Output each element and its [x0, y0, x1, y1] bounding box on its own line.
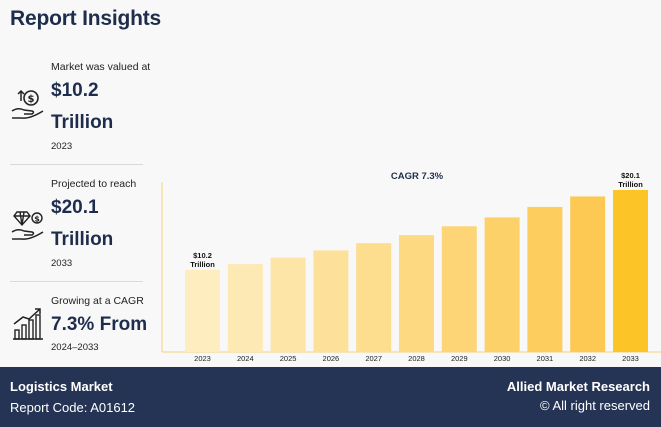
divider [10, 281, 143, 282]
divider [10, 164, 143, 165]
x-tick-label: 2032 [579, 354, 596, 363]
bar-2033 [613, 190, 648, 352]
stat-cagr: Growing at a CAGR 7.3% From 2024–2033 [10, 292, 147, 362]
market-bar-chart: CAGR 7.3% 2023 2024 2025 2026 2027 2028 2029 203… [161, 171, 661, 363]
x-tick-label: 2031 [537, 354, 554, 363]
data-label-unit: Trillion [190, 260, 215, 269]
bar-2030 [484, 217, 520, 352]
bar-2027 [356, 243, 392, 352]
stat-value-line1: $20.1 [51, 197, 99, 218]
stat-year: 2033 [51, 258, 73, 269]
svg-text:$: $ [34, 215, 40, 224]
stat-lead: Growing at a CAGR [51, 295, 144, 307]
data-label-value: $20.1 [621, 171, 640, 180]
stat-year: 2024–2033 [51, 342, 99, 353]
bar-2029 [441, 226, 477, 352]
bar-2025 [270, 257, 306, 352]
market-name: Logistics Market [10, 379, 113, 394]
stat-value-line2: Trillion [51, 112, 114, 133]
bar-2032 [570, 196, 606, 352]
x-tick-label: 2026 [323, 354, 340, 363]
x-tick-label: 2024 [237, 354, 254, 363]
x-tick-label: 2028 [408, 354, 425, 363]
bar-2023 [185, 269, 220, 352]
copyright: © All right reserved [539, 398, 650, 413]
diamond-hand-icon: $ [11, 211, 44, 240]
cagr-annotation: CAGR 7.3% [391, 171, 444, 182]
x-tick-label: 2027 [365, 354, 382, 363]
footer: Logistics Market Report Code: A01612 All… [0, 367, 661, 427]
bar-2031 [527, 206, 563, 352]
page-title: Report Insights [10, 7, 162, 30]
bar-2028 [399, 235, 434, 352]
stat-market-value: Market was valued at $ $10.2 Trillion 20… [10, 58, 150, 158]
stat-projected-value: Projected to reach $ $20.1 Trillion 2033 [10, 175, 143, 275]
stat-lead: Market was valued at [51, 61, 151, 73]
brand-name: Allied Market Research [506, 379, 650, 394]
growth-chart-icon [13, 308, 43, 340]
x-tick-label: 2023 [194, 354, 211, 363]
x-tick-label: 2033 [622, 354, 639, 363]
data-label-value: $10.2 [193, 251, 212, 260]
x-tick-label: 2025 [280, 354, 297, 363]
bar-2026 [313, 250, 349, 352]
svg-text:$: $ [28, 94, 35, 105]
stat-value-line2: Trillion [51, 229, 114, 250]
bar-2024 [227, 264, 263, 352]
stat-value-line1: 7.3% From [51, 314, 148, 335]
data-label-unit: Trillion [618, 180, 643, 189]
x-tick-label: 2030 [494, 354, 511, 363]
money-hand-icon: $ [11, 89, 44, 119]
stat-lead: Projected to reach [51, 178, 137, 190]
stat-value-line1: $10.2 [51, 80, 99, 101]
x-tick-label: 2029 [451, 354, 468, 363]
stat-year: 2023 [51, 141, 73, 152]
report-code: Report Code: A01612 [10, 400, 136, 415]
